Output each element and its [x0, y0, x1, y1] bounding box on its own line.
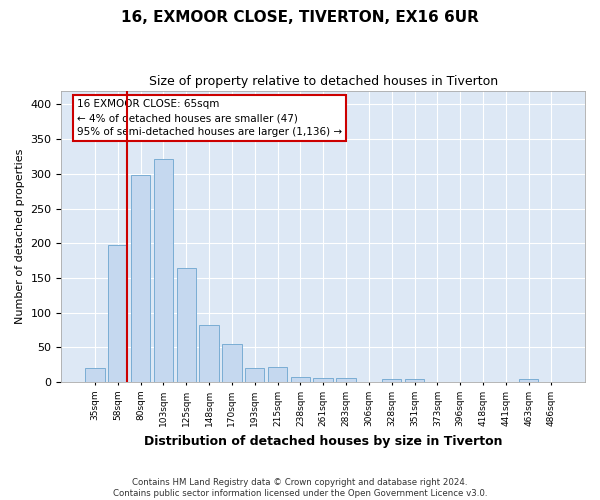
- Bar: [290, 378, 310, 382]
- Bar: [337, 378, 356, 382]
- Text: Contains HM Land Registry data © Crown copyright and database right 2024.
Contai: Contains HM Land Registry data © Crown c…: [113, 478, 487, 498]
- Bar: [154, 158, 173, 382]
- Bar: [176, 268, 196, 382]
- Bar: [131, 176, 150, 382]
- Bar: [85, 368, 104, 382]
- X-axis label: Distribution of detached houses by size in Tiverton: Distribution of detached houses by size …: [144, 434, 502, 448]
- Bar: [313, 378, 333, 382]
- Text: 16 EXMOOR CLOSE: 65sqm
← 4% of detached houses are smaller (47)
95% of semi-deta: 16 EXMOOR CLOSE: 65sqm ← 4% of detached …: [77, 100, 342, 138]
- Bar: [382, 378, 401, 382]
- Bar: [245, 368, 265, 382]
- Bar: [405, 378, 424, 382]
- Bar: [108, 246, 127, 382]
- Bar: [519, 380, 538, 382]
- Bar: [222, 344, 242, 382]
- Bar: [268, 367, 287, 382]
- Text: 16, EXMOOR CLOSE, TIVERTON, EX16 6UR: 16, EXMOOR CLOSE, TIVERTON, EX16 6UR: [121, 10, 479, 25]
- Bar: [199, 325, 219, 382]
- Title: Size of property relative to detached houses in Tiverton: Size of property relative to detached ho…: [149, 75, 498, 88]
- Y-axis label: Number of detached properties: Number of detached properties: [15, 148, 25, 324]
